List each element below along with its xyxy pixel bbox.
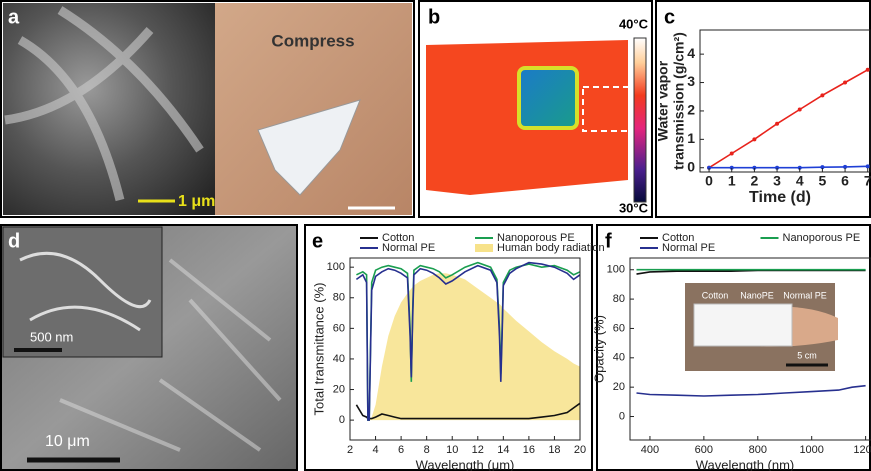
y-axis-label: Total transmittance (%) xyxy=(311,283,326,416)
x-tick-label: 0 xyxy=(705,173,713,189)
panel-label: e xyxy=(312,230,323,252)
y-tick-label: 1 xyxy=(687,130,695,146)
colorbar xyxy=(634,38,646,202)
y-tick-label: 0 xyxy=(687,158,695,174)
f-inset: Cotton NanoPE Normal PE 5 cm xyxy=(685,283,838,371)
x-tick-label: 4 xyxy=(796,173,804,189)
y-tick-label: 80 xyxy=(613,293,625,305)
x-tick-label: 18 xyxy=(548,444,560,456)
x-axis-label: Time (d) xyxy=(749,189,811,206)
inset-label: NanoPE xyxy=(740,290,774,300)
x-tick-label: 10 xyxy=(446,444,458,456)
y-axis-label: transmission (g/cm²) xyxy=(671,32,687,170)
y-tick-label: 60 xyxy=(613,322,625,334)
marker xyxy=(730,152,734,156)
scale-label: 5 cm xyxy=(797,350,817,360)
figure: 1 μm Compress a 40°C 30°C b c 500 nm 10 … xyxy=(0,0,871,471)
cold-patch xyxy=(519,68,577,128)
x-tick-label: 6 xyxy=(398,444,404,456)
y-tick-label: 0 xyxy=(619,410,625,422)
panel-label: f xyxy=(605,230,612,252)
colorbar-max: 40°C xyxy=(619,16,649,31)
panel-label: a xyxy=(8,6,20,28)
y-tick-label: 40 xyxy=(333,353,345,365)
legend-swatch xyxy=(475,244,493,252)
y-axis-label: Opacity (%) xyxy=(591,315,606,383)
y-tick-label: 20 xyxy=(613,381,625,393)
marker xyxy=(775,122,779,126)
legend-label: Normal PE xyxy=(662,242,715,254)
fabric xyxy=(694,304,792,346)
panel-label: b xyxy=(428,6,440,28)
x-tick-label: 20 xyxy=(574,444,586,456)
x-tick-label: 1000 xyxy=(799,444,823,456)
y-tick-label: 100 xyxy=(607,264,625,276)
x-tick-label: 400 xyxy=(641,444,659,456)
x-axis-label: Wavelength (nm) xyxy=(696,457,795,471)
inset-label: Cotton xyxy=(702,290,729,300)
x-tick-label: 16 xyxy=(523,444,535,456)
scale-label: 500 nm xyxy=(30,329,73,344)
panel-a: 1 μm Compress a xyxy=(1,1,414,217)
scale-label: 10 μm xyxy=(45,433,90,450)
panel-d: 500 nm 10 μm d xyxy=(1,225,297,470)
legend-label: Nanoporous PE xyxy=(783,232,861,244)
panel-b: 40°C 30°C b xyxy=(419,1,652,217)
x-tick-label: 7 xyxy=(864,173,871,189)
x-axis-label: Wavelength (μm) xyxy=(416,457,515,471)
panel-label: c xyxy=(664,6,675,28)
x-tick-label: 3 xyxy=(773,173,781,189)
x-tick-label: 5 xyxy=(819,173,827,189)
colorbar-min: 30°C xyxy=(619,200,649,215)
y-tick-label: 60 xyxy=(333,322,345,334)
marker xyxy=(866,164,870,168)
x-tick-label: 8 xyxy=(424,444,430,456)
y-axis-label: Water vapor xyxy=(655,60,671,141)
line xyxy=(637,271,866,275)
y-tick-label: 2 xyxy=(687,102,695,118)
x-tick-label: 14 xyxy=(497,444,509,456)
y-tick-label: 4 xyxy=(687,45,695,61)
marker xyxy=(798,108,802,112)
x-tick-label: 2 xyxy=(347,444,353,456)
area xyxy=(356,273,580,420)
y-tick-label: 0 xyxy=(339,414,345,426)
legend-label: Normal PE xyxy=(382,242,435,254)
x-tick-label: 12 xyxy=(472,444,484,456)
x-tick-label: 1 xyxy=(728,173,736,189)
y-tick-label: 3 xyxy=(687,73,695,89)
marker xyxy=(843,81,847,85)
x-tick-label: 800 xyxy=(749,444,767,456)
y-tick-label: 100 xyxy=(327,261,345,273)
y-tick-label: 40 xyxy=(613,352,625,364)
legend-label: Human body radiation xyxy=(497,242,605,254)
line xyxy=(637,386,866,396)
scale-label: 1 μm xyxy=(178,193,215,210)
marker xyxy=(866,68,870,72)
x-tick-label: 600 xyxy=(695,444,713,456)
x-tick-label: 4 xyxy=(372,444,378,456)
marker xyxy=(752,137,756,141)
inset-image xyxy=(3,227,162,357)
caption: Compress xyxy=(271,31,354,50)
x-tick-label: 2 xyxy=(751,173,759,189)
inset-label: Normal PE xyxy=(783,290,827,300)
panel-label: d xyxy=(8,230,20,252)
marker xyxy=(820,93,824,97)
y-tick-label: 80 xyxy=(333,292,345,304)
y-tick-label: 20 xyxy=(333,383,345,395)
x-tick-label: 6 xyxy=(841,173,849,189)
